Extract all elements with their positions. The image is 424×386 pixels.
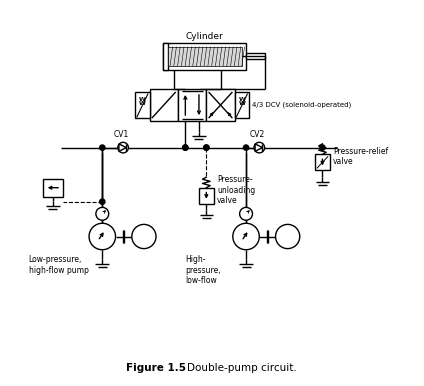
- Text: CV2: CV2: [250, 130, 265, 139]
- Bar: [42, 179, 63, 197]
- Bar: [163, 43, 246, 70]
- Text: CV1: CV1: [114, 130, 129, 139]
- Bar: [199, 188, 214, 203]
- Circle shape: [240, 207, 252, 220]
- Text: W
W: W W: [139, 96, 146, 106]
- Polygon shape: [119, 144, 126, 151]
- Circle shape: [183, 145, 188, 150]
- Text: Pressure-relief
valve: Pressure-relief valve: [333, 147, 388, 166]
- Bar: [150, 89, 178, 121]
- Circle shape: [132, 224, 156, 249]
- Circle shape: [204, 145, 209, 150]
- Bar: [315, 154, 330, 170]
- Text: Double-pump circuit.: Double-pump circuit.: [187, 363, 297, 373]
- Bar: [168, 47, 242, 66]
- Text: High-
pressure,
low-flow: High- pressure, low-flow: [186, 256, 221, 285]
- Text: Figure 1.5: Figure 1.5: [126, 363, 186, 373]
- Bar: [135, 92, 150, 118]
- Bar: [235, 92, 249, 118]
- Bar: [206, 89, 235, 121]
- Text: Low-pressure,
high-flow pump: Low-pressure, high-flow pump: [28, 256, 89, 275]
- Text: W
W: W W: [238, 96, 245, 106]
- Bar: [246, 53, 265, 59]
- Circle shape: [276, 224, 300, 249]
- Circle shape: [118, 142, 128, 153]
- Text: 4/3 DCV (solenoid-operated): 4/3 DCV (solenoid-operated): [252, 102, 351, 108]
- Circle shape: [243, 145, 249, 150]
- Circle shape: [100, 145, 105, 150]
- Circle shape: [204, 145, 209, 150]
- Polygon shape: [255, 144, 262, 151]
- Circle shape: [233, 223, 259, 250]
- Text: Cylinder: Cylinder: [186, 32, 223, 41]
- Circle shape: [89, 223, 115, 250]
- Bar: [163, 43, 168, 70]
- Circle shape: [100, 199, 105, 204]
- Bar: [178, 89, 206, 121]
- Circle shape: [183, 145, 188, 150]
- Circle shape: [254, 142, 265, 153]
- Circle shape: [320, 145, 325, 150]
- Text: Pressure-
unloading
valve: Pressure- unloading valve: [217, 176, 255, 205]
- Circle shape: [96, 207, 109, 220]
